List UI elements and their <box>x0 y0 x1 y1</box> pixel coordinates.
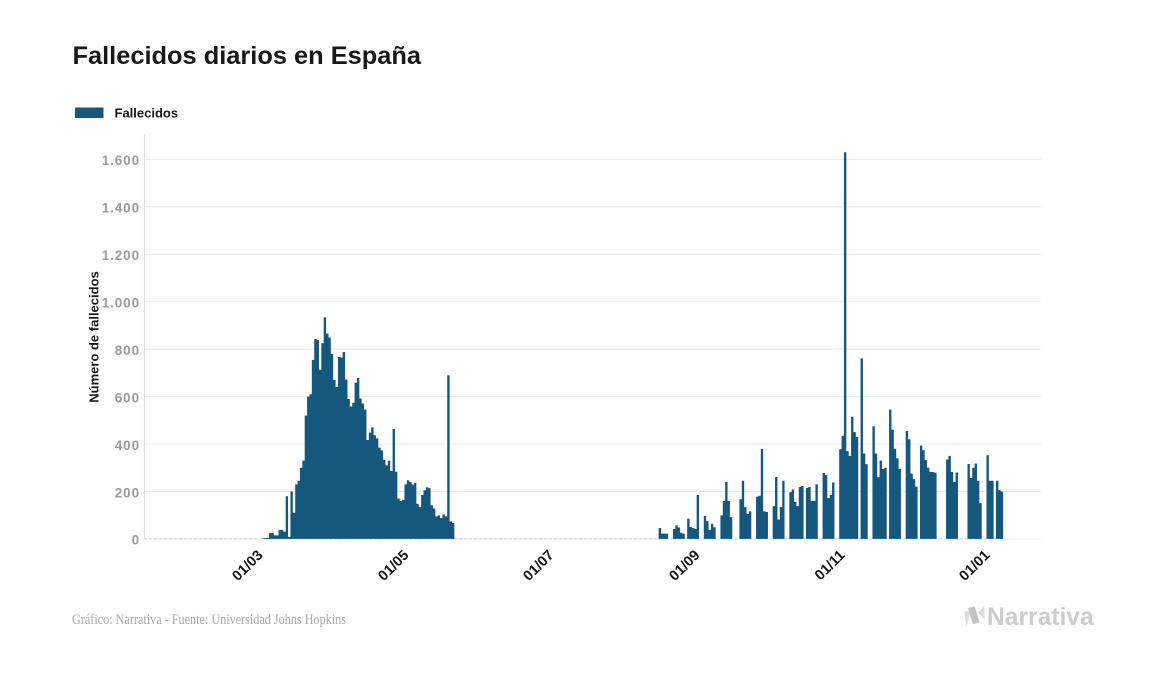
svg-text:1.400: 1.400 <box>102 201 140 216</box>
svg-text:1.600: 1.600 <box>102 153 140 168</box>
svg-text:200: 200 <box>115 485 140 500</box>
svg-text:Fallecidos diarios en España: Fallecidos diarios en España <box>73 42 422 70</box>
svg-text:600: 600 <box>115 390 140 405</box>
svg-text:1.200: 1.200 <box>102 248 140 263</box>
svg-text:400: 400 <box>115 438 140 453</box>
svg-text:800: 800 <box>115 343 140 358</box>
svg-text:1.000: 1.000 <box>102 296 140 311</box>
svg-text:Gráfico: Narrativa - Fuente: U: Gráfico: Narrativa - Fuente: Universidad… <box>72 612 346 628</box>
svg-text:Fallecidos: Fallecidos <box>115 106 179 121</box>
svg-text:0: 0 <box>132 533 140 548</box>
svg-text:Número de fallecidos: Número de fallecidos <box>87 271 102 402</box>
svg-text:Narrativa: Narrativa <box>987 604 1094 631</box>
